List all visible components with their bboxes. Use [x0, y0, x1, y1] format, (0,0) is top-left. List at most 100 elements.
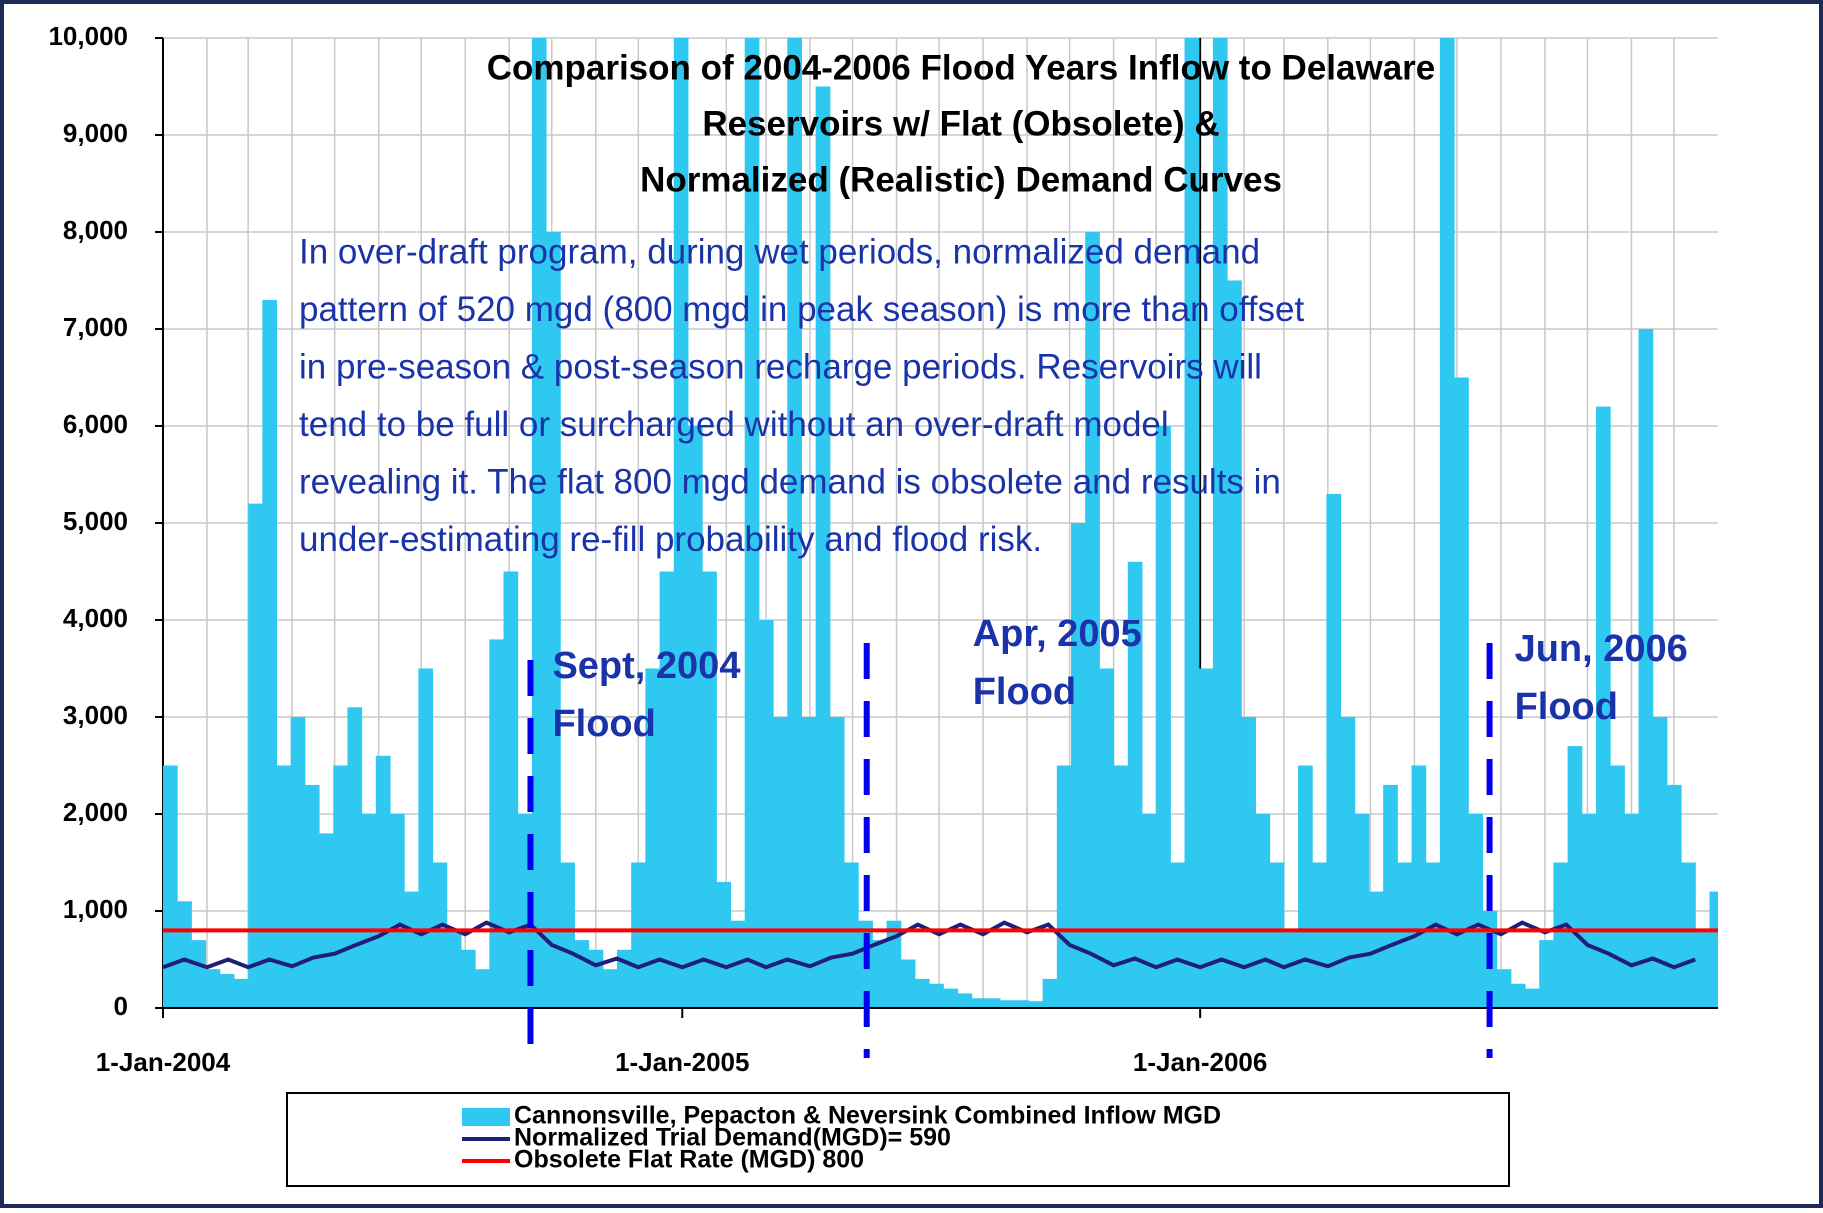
- flood-label: Sept, 2004: [552, 645, 740, 687]
- inflow-bar: [872, 940, 888, 1008]
- inflow-bar: [191, 940, 207, 1008]
- inflow-bar: [1141, 814, 1157, 1008]
- inflow-bar: [404, 891, 419, 1008]
- inflow-bar: [758, 620, 774, 1008]
- inflow-bar: [1610, 765, 1625, 1008]
- inflow-bar: [375, 755, 391, 1008]
- inflow-bar: [177, 901, 192, 1008]
- x-tick-label: 1-Jan-2004: [96, 1047, 231, 1077]
- inflow-bar: [631, 862, 646, 1008]
- inflow-bar: [829, 717, 845, 1008]
- inflow-bar: [319, 833, 334, 1008]
- inflow-bar: [347, 707, 363, 1008]
- inflow-bar: [1170, 862, 1186, 1008]
- inflow-bar: [418, 668, 434, 1008]
- inflow-bar: [489, 639, 505, 1008]
- note-text: tend to be full or surcharged without an…: [299, 405, 1169, 444]
- inflow-bar: [1085, 232, 1100, 1008]
- inflow-bar: [1539, 940, 1554, 1008]
- inflow-bar: [262, 299, 278, 1008]
- inflow-bar: [1468, 814, 1483, 1008]
- y-tick-label: 0: [114, 991, 128, 1021]
- inflow-bar: [1496, 969, 1512, 1008]
- inflow-bar: [801, 717, 817, 1008]
- inflow-bar: [1113, 765, 1129, 1008]
- y-tick-label: 7,000: [63, 312, 128, 342]
- inflow-bar: [1567, 746, 1583, 1008]
- flood-label: Flood: [1515, 686, 1618, 728]
- inflow-bar: [1000, 1000, 1015, 1008]
- chart-title: Normalized (Realistic) Demand Curves: [640, 160, 1282, 199]
- inflow-bar: [1028, 1001, 1044, 1008]
- inflow-bar: [1595, 406, 1611, 1008]
- inflow-bar: [390, 814, 405, 1008]
- y-tick-label: 1,000: [63, 894, 128, 924]
- inflow-bar: [248, 503, 263, 1008]
- inflow-bar: [1312, 862, 1327, 1008]
- inflow-bar: [1695, 930, 1710, 1008]
- inflow-bar: [815, 86, 831, 1008]
- inflow-bar: [1425, 862, 1441, 1008]
- legend-swatch: [462, 1108, 510, 1126]
- inflow-bar: [1071, 523, 1086, 1008]
- plot-marks: [163, 38, 1718, 1008]
- inflow-bar: [1326, 493, 1342, 1008]
- inflow-bar: [361, 814, 377, 1008]
- inflow-bar: [1624, 814, 1640, 1008]
- inflow-bar: [1014, 1000, 1029, 1008]
- inflow-bar: [844, 862, 859, 1008]
- inflow-bar: [914, 978, 930, 1008]
- y-tick-label: 5,000: [63, 506, 128, 536]
- inflow-bar: [1510, 983, 1526, 1008]
- x-tick-label: 1-Jan-2005: [615, 1047, 749, 1077]
- inflow-bar: [1340, 717, 1356, 1008]
- inflow-bar: [673, 38, 689, 1008]
- inflow-bar: [531, 38, 547, 1008]
- inflow-bar: [1283, 930, 1299, 1008]
- y-tick-label: 4,000: [63, 603, 128, 633]
- inflow-bar: [446, 930, 462, 1008]
- inflow-bar: [886, 920, 902, 1008]
- note-text: In over-draft program, during wet period…: [299, 232, 1260, 271]
- inflow-bar: [943, 988, 959, 1008]
- inflow-bar: [304, 784, 320, 1008]
- inflow-bar: [560, 862, 575, 1008]
- inflow-bar: [1397, 862, 1413, 1008]
- inflow-bar: [1354, 814, 1370, 1008]
- legend-label: Cannonsville, Pepacton & Neversink Combi…: [514, 1102, 1221, 1130]
- inflow-bar: [546, 232, 561, 1008]
- inflow-bar: [1127, 561, 1143, 1008]
- inflow-bar: [1525, 988, 1540, 1008]
- inflow-bar: [1212, 38, 1228, 1008]
- inflow-bar: [1411, 765, 1427, 1008]
- inflow-bar: [1099, 668, 1115, 1008]
- inflow-bar: [985, 998, 1001, 1008]
- inflow-bar: [1709, 891, 1718, 1008]
- note-text: in pre-season & post-season recharge per…: [299, 347, 1262, 386]
- inflow-bar: [503, 571, 519, 1008]
- inflow-bar: [602, 969, 618, 1008]
- inflow-bar: [1383, 784, 1398, 1008]
- y-tick-label: 10,000: [48, 21, 128, 51]
- inflow-bar: [1581, 814, 1597, 1008]
- inflow-bar: [1198, 668, 1214, 1008]
- inflow-bar: [1042, 978, 1058, 1008]
- y-tick-label: 8,000: [63, 215, 128, 245]
- inflow-bar: [475, 969, 490, 1008]
- inflow-bar: [787, 38, 802, 1008]
- inflow-bar: [702, 571, 717, 1008]
- note-text: revealing it. The flat 800 mgd demand is…: [299, 462, 1281, 501]
- inflow-bar: [1638, 329, 1654, 1008]
- inflow-bar: [1255, 814, 1271, 1008]
- flood-label: Jun, 2006: [1515, 628, 1688, 670]
- inflow-bar: [1298, 765, 1313, 1008]
- chart-title: Comparison of 2004-2006 Flood Years Infl…: [487, 48, 1436, 87]
- inflow-bar: [645, 668, 661, 1008]
- inflow-bar: [460, 949, 476, 1008]
- inflow-bar: [1156, 426, 1171, 1008]
- flood-label: Flood: [973, 671, 1076, 713]
- inflow-bar: [432, 862, 448, 1008]
- inflow-bar: [1666, 784, 1682, 1008]
- inflow-bar: [1439, 38, 1455, 1008]
